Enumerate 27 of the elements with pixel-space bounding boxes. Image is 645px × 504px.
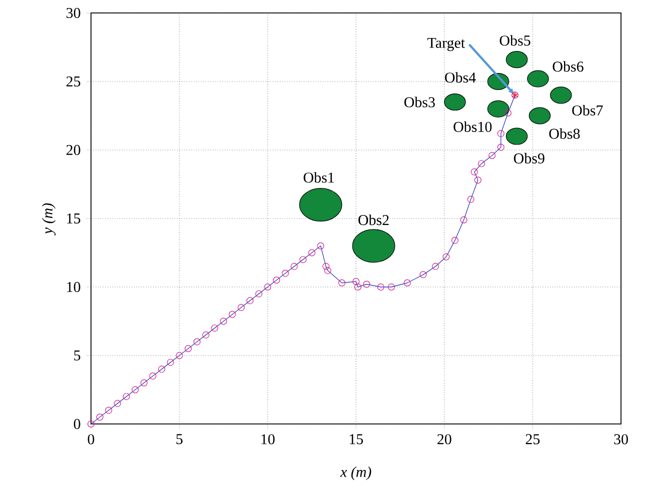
annotation: Obs7 <box>572 104 603 116</box>
x-tick-label: 5 <box>176 434 183 444</box>
x-tick-label: 0 <box>88 434 94 444</box>
x-tick-label: 20 <box>437 434 452 444</box>
y-tick-label: 20 <box>66 144 80 156</box>
annotation: Obs6 <box>552 61 584 72</box>
annotation: Obs9 <box>514 152 544 164</box>
x-tick-label: 25 <box>526 434 540 444</box>
annotation: Target <box>427 38 465 52</box>
annotation: Obs2 <box>358 214 389 226</box>
annotation: Obs5 <box>500 35 530 46</box>
annotation: Obs8 <box>549 128 580 139</box>
x-tick-label: 15 <box>350 434 363 444</box>
x-axis-title: x (m) <box>340 466 372 480</box>
y-tick-label: 30 <box>66 8 80 18</box>
y-tick-label: 5 <box>74 350 80 360</box>
y-axis-title: y (m) <box>42 203 56 236</box>
annotation: Obs3 <box>404 96 435 108</box>
y-tick-label: 15 <box>67 213 80 224</box>
y-tick-label: 0 <box>74 418 80 430</box>
x-tick-label: 10 <box>261 434 275 444</box>
annotation: Obs4 <box>445 72 476 83</box>
y-tick-label: 10 <box>67 282 80 292</box>
annotation: Obs10 <box>454 121 492 132</box>
y-tick-label: 25 <box>66 76 80 87</box>
x-tick-label: 30 <box>614 434 628 444</box>
annotation: Obs1 <box>304 172 334 183</box>
